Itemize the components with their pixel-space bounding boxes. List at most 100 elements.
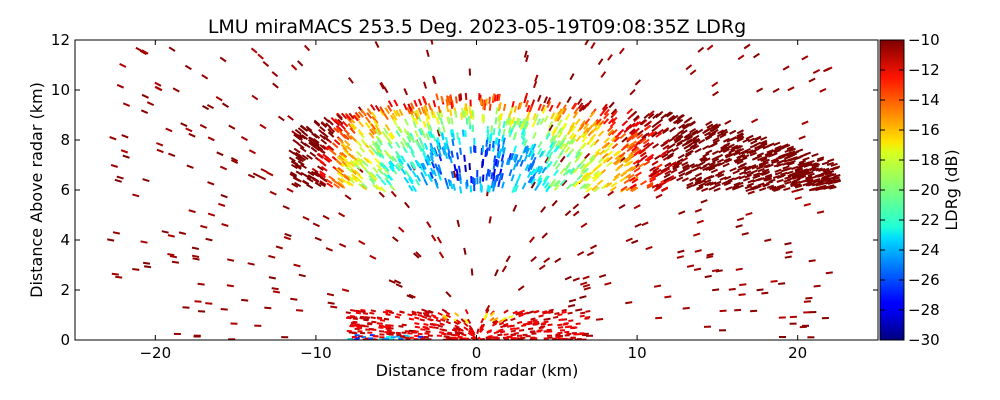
ldr-gate xyxy=(739,165,747,171)
ldr-gate xyxy=(624,157,632,164)
ldr-gate xyxy=(403,118,409,126)
ldr-gate xyxy=(630,140,637,147)
ldr-gate xyxy=(750,139,758,145)
ldr-gate xyxy=(567,304,576,308)
ldr-gate xyxy=(422,312,429,316)
ldr-gate xyxy=(391,236,399,243)
ldr-gate xyxy=(770,148,778,154)
ldr-gate xyxy=(451,133,456,141)
ldr-gate xyxy=(715,269,723,273)
ldr-gate xyxy=(669,161,677,167)
ldr-gate xyxy=(505,157,510,166)
ldr-gate xyxy=(328,175,336,182)
ldr-gate xyxy=(107,238,115,242)
ldr-gate xyxy=(369,104,376,111)
ldr-gate xyxy=(655,185,663,191)
ldr-gate xyxy=(526,104,531,113)
ldr-gate xyxy=(402,146,408,154)
ldr-gate xyxy=(693,267,702,271)
ldr-gate xyxy=(766,184,775,189)
ldr-gate xyxy=(454,312,460,317)
ldr-gate xyxy=(685,138,693,144)
ldr-gate xyxy=(322,135,330,142)
ldr-gate xyxy=(435,93,439,101)
ldr-gate xyxy=(694,172,703,178)
ldr-gate xyxy=(618,151,626,158)
ldr-gate xyxy=(354,111,361,119)
ldr-gate xyxy=(380,179,387,186)
ldr-gate xyxy=(116,83,125,89)
ldr-gate xyxy=(570,125,577,133)
ldr-gate xyxy=(751,118,759,124)
ldr-gate xyxy=(548,124,554,132)
ldr-gate xyxy=(802,156,810,162)
ldr-gate xyxy=(733,151,741,157)
ldr-gate xyxy=(708,166,716,172)
ldr-gate xyxy=(290,171,298,177)
ldr-gate xyxy=(445,320,452,325)
ldr-gate xyxy=(366,158,373,165)
ldr-gate xyxy=(403,128,409,136)
ldr-gate xyxy=(327,144,335,152)
ldr-gate xyxy=(407,313,413,317)
ldr-gate xyxy=(546,100,552,109)
ldr-gate xyxy=(706,44,714,51)
ldr-gate xyxy=(446,116,450,124)
ldr-gate xyxy=(428,309,434,314)
ldr-gate xyxy=(631,186,639,193)
ldr-gate xyxy=(422,108,427,116)
ldr-gate xyxy=(333,139,341,146)
ldr-gate xyxy=(445,291,452,298)
ldr-gate xyxy=(743,170,752,175)
ldr-gate xyxy=(561,122,567,130)
ldr-gate xyxy=(298,273,306,278)
ldr-gate xyxy=(502,128,506,136)
ldr-gate xyxy=(734,158,742,164)
ldr-gate xyxy=(572,277,580,282)
ldr-gate xyxy=(445,314,451,319)
ldr-gate xyxy=(794,196,802,201)
ldr-gate xyxy=(141,49,149,55)
ldr-gate xyxy=(493,331,499,335)
ldr-gate xyxy=(442,314,448,319)
ldr-gate xyxy=(745,211,753,216)
ldr-gate xyxy=(247,262,255,266)
ldr-gate xyxy=(425,133,430,141)
ldr-gate xyxy=(413,252,420,259)
ldr-gate xyxy=(370,123,377,131)
ldr-gate xyxy=(448,95,452,103)
ldr-gate xyxy=(558,326,564,329)
ldr-gate xyxy=(394,164,401,172)
ldr-gate xyxy=(537,165,543,173)
ldr-gate xyxy=(685,150,693,156)
ldr-gate xyxy=(816,210,825,214)
ldr-gate xyxy=(322,144,329,151)
ldr-gate xyxy=(455,319,462,324)
ldr-gate xyxy=(622,143,629,150)
ldr-gate xyxy=(403,176,410,184)
ldr-gate xyxy=(413,117,419,125)
ldr-gate xyxy=(290,297,298,301)
ldr-gate xyxy=(607,129,614,136)
ldr-gate xyxy=(337,166,345,173)
ldr-gate xyxy=(423,97,428,106)
ldr-gate xyxy=(335,159,343,166)
ldr-gate xyxy=(760,141,768,147)
ldr-gate xyxy=(337,177,344,184)
ldr-gate xyxy=(241,298,249,302)
ldr-gate xyxy=(618,204,626,210)
ldr-gate xyxy=(489,311,495,317)
ldr-gate xyxy=(375,151,382,158)
ldr-gate xyxy=(738,175,746,180)
ldr-gate xyxy=(739,170,747,176)
ldr-gate xyxy=(429,145,434,153)
ldr-gate xyxy=(664,295,672,299)
ldr-gate xyxy=(716,158,725,164)
ldr-gate xyxy=(787,86,795,92)
ldr-gate xyxy=(629,122,636,129)
ldr-gate xyxy=(205,302,213,305)
ldr-gate xyxy=(529,176,535,184)
ldr-gate xyxy=(271,287,279,291)
ldr-gate xyxy=(518,329,525,332)
ldr-gate xyxy=(584,175,592,182)
